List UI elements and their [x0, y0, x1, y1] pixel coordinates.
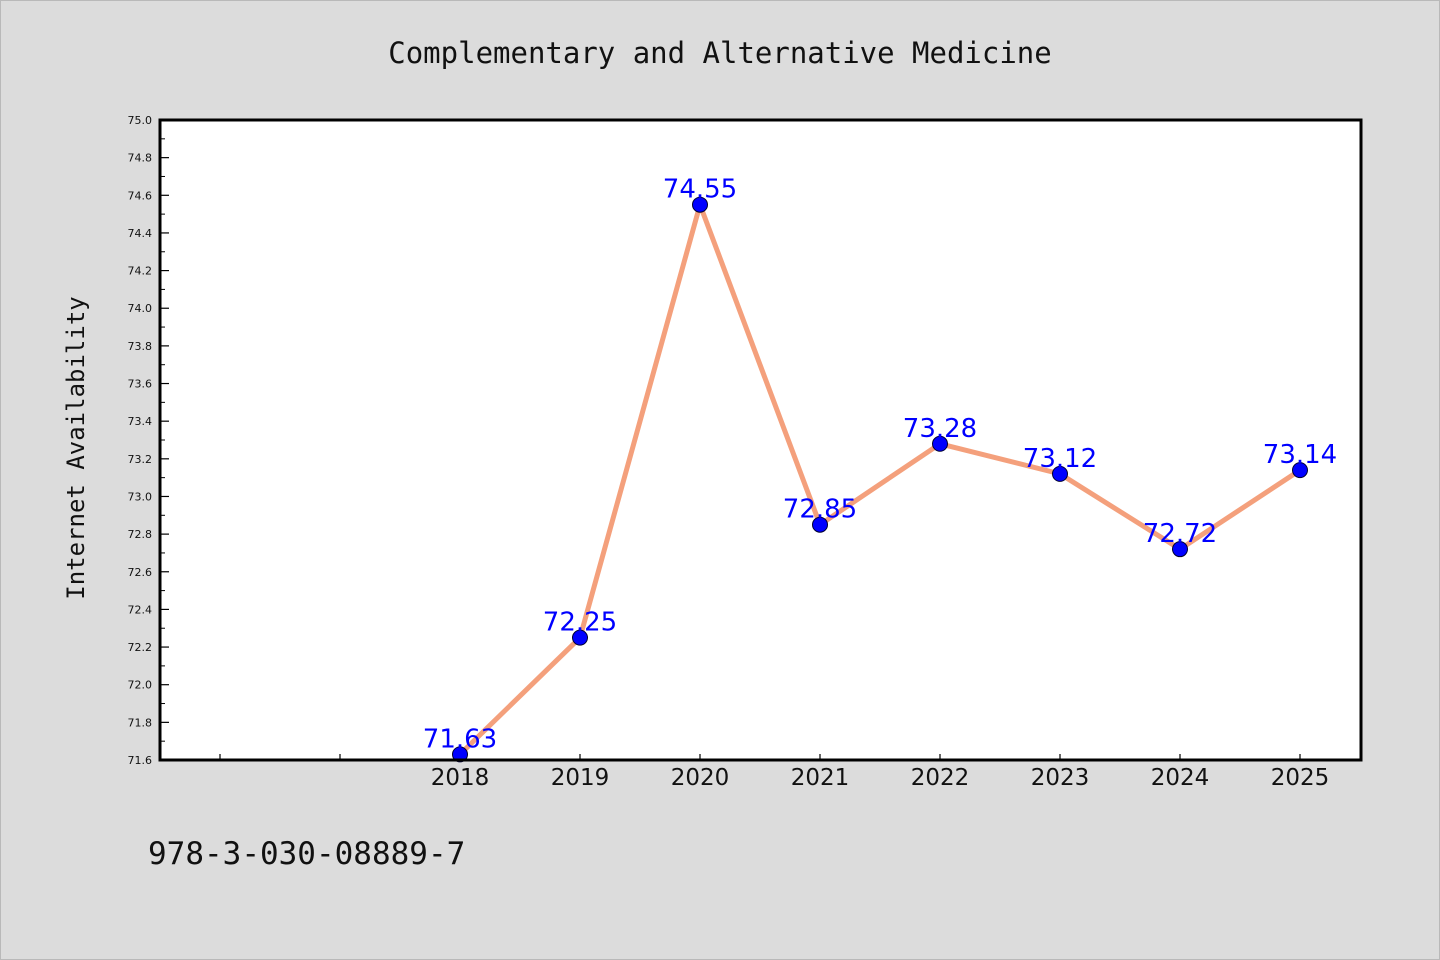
x-tick-label: 2024: [1151, 765, 1210, 791]
x-tick-label: 2020: [671, 765, 730, 791]
data-labels: 71.63 72.25 74.55 72.85 73.28 73.12 72.72 73.14: [423, 175, 1337, 755]
data-point: [692, 196, 708, 213]
y-tick-label: 73.2: [128, 453, 153, 466]
y-tick-label: 75.0: [128, 114, 153, 127]
y-tick-label: 74.4: [128, 227, 153, 240]
y-tick-label: 72.2: [128, 641, 153, 654]
data-point: [1172, 541, 1188, 558]
y-tick-label: 73.4: [128, 415, 153, 428]
data-point: [572, 629, 588, 646]
data-point: [452, 746, 468, 763]
y-tick-label: 72.6: [128, 566, 153, 579]
footer-code: 978-3-030-08889-7: [148, 836, 465, 872]
y-tick-label: 71.6: [128, 754, 153, 767]
y-tick-label: 72.4: [128, 603, 153, 616]
y-tick-label: 73.8: [128, 340, 153, 353]
y-tick-label: 72.0: [128, 679, 153, 692]
data-label: 73.12: [1023, 444, 1097, 474]
x-tick-label: 2022: [911, 765, 970, 791]
x-axis: 2018 2019 2020 2021 2022 2023 2024 2025: [219, 754, 1330, 791]
y-tick-label: 74.8: [128, 152, 153, 165]
series-line-group: [457, 202, 1303, 757]
x-tick-label: 2021: [791, 765, 850, 791]
y-tick-label: 74.2: [128, 265, 153, 278]
series-line: [457, 202, 1303, 757]
x-tick-label: 2023: [1031, 765, 1090, 791]
x-tick-label: 2018: [431, 765, 490, 791]
x-tick-label: 2019: [551, 765, 610, 791]
y-tick-label: 71.8: [128, 716, 153, 729]
y-tick-label: 73.0: [128, 490, 153, 503]
y-tick-label: 74.0: [128, 302, 153, 315]
chart-title: Complementary and Alternative Medicine: [388, 36, 1051, 70]
data-label: 71.63: [423, 724, 497, 754]
data-point: [1292, 462, 1308, 479]
data-label: 72.25: [543, 608, 617, 638]
y-axis-label: Internet Availability: [62, 296, 90, 599]
data-point: [932, 435, 948, 452]
plot-area: [160, 120, 1361, 760]
y-tick-label: 73.6: [128, 378, 153, 391]
data-label: 74.55: [663, 175, 737, 205]
y-tick-label: 74.6: [128, 189, 153, 202]
y-tick-label: 72.8: [128, 528, 153, 541]
plot-border: [158, 118, 1363, 762]
data-label: 73.28: [903, 414, 977, 444]
data-label: 72.72: [1143, 519, 1217, 549]
data-markers: [452, 196, 1308, 763]
data-point: [1052, 465, 1068, 482]
data-label: 72.85: [783, 495, 857, 525]
x-tick-label: 2025: [1271, 765, 1330, 791]
data-label: 73.14: [1263, 440, 1337, 470]
data-point: [812, 516, 828, 533]
